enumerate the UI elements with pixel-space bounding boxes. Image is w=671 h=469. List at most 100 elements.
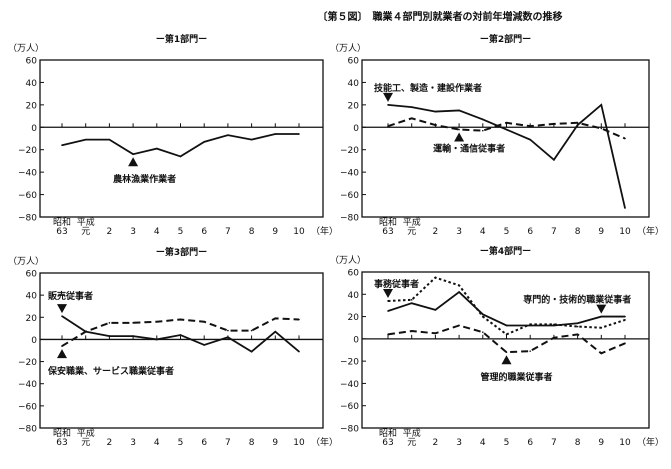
y-tick-label: −40: [18, 380, 37, 390]
data-point: [203, 344, 205, 346]
data-point: [505, 351, 508, 354]
data-point: [387, 310, 389, 312]
data-point: [624, 207, 626, 209]
data-point: [227, 134, 229, 136]
x-tick-label: 9: [272, 227, 278, 237]
y-tick-label: 40: [26, 292, 38, 302]
data-point: [410, 117, 413, 120]
data-point: [600, 104, 603, 106]
y-tick-label: −20: [18, 146, 37, 156]
data-point: [274, 317, 277, 320]
y-tick-label: 60: [26, 270, 38, 280]
x-tick-label: 10: [619, 438, 631, 448]
x-unit-label: （年）: [637, 436, 664, 448]
y-tick-label: −80: [340, 214, 359, 224]
marker-triangle-icon: [128, 157, 139, 167]
marker-triangle-icon: [454, 132, 465, 142]
data-point: [108, 138, 111, 141]
x-tick-label: 7: [551, 227, 557, 237]
data-point: [274, 330, 277, 333]
data-point: [179, 318, 182, 321]
data-point: [482, 118, 484, 121]
series-line: [61, 315, 300, 353]
data-point: [434, 124, 437, 126]
panel-title: ー第2部門ー: [480, 33, 531, 45]
data-point: [61, 345, 63, 347]
data-point: [434, 110, 437, 113]
x-tick-label: 4: [154, 227, 160, 237]
data-point: [529, 350, 531, 352]
data-point: [482, 129, 484, 132]
series-label: 技能工、製造・建設作業者: [374, 82, 482, 94]
x-tick-label: 7: [225, 438, 231, 448]
y-tick-label: 60: [26, 57, 38, 67]
data-point: [108, 335, 111, 337]
data-point: [227, 336, 229, 339]
panel-title: ー第1部門ー: [156, 33, 207, 45]
y-tick-label: −60: [18, 191, 37, 201]
x-tick-label: 4: [480, 438, 486, 448]
data-point: [250, 350, 253, 353]
x-tick-label: 63: [56, 438, 67, 448]
y-unit-label: （万人）: [8, 43, 44, 54]
era-label-showa: 昭和: [53, 428, 71, 439]
marker-triangle-icon: [501, 355, 512, 365]
data-point: [410, 299, 413, 301]
series-line: [387, 103, 626, 209]
data-point: [84, 138, 87, 141]
x-tick-label: 10: [619, 227, 631, 237]
data-point: [529, 125, 531, 127]
x-tick-label: 7: [225, 227, 231, 237]
series-label: 管理的職業従事者: [480, 371, 552, 383]
y-tick-label: 60: [348, 269, 360, 279]
data-point: [505, 324, 508, 327]
x-tick-label: 3: [456, 227, 462, 237]
data-point: [624, 319, 626, 321]
data-point: [132, 153, 134, 155]
x-tick-label: 2: [107, 227, 113, 237]
x-tick-label: 6: [201, 227, 207, 237]
data-point: [179, 334, 182, 336]
data-point: [600, 326, 603, 329]
data-point: [203, 141, 205, 143]
data-point: [505, 333, 508, 336]
marker-triangle-icon: [57, 349, 67, 359]
y-tick-label: 20: [26, 101, 38, 111]
y-tick-label: 20: [348, 313, 360, 323]
x-unit-label: （年）: [311, 436, 338, 448]
data-point: [203, 320, 205, 323]
era-label-showa: 昭和: [379, 217, 397, 228]
x-unit-label: （年）: [311, 225, 338, 237]
x-tick-label: 元: [81, 227, 90, 237]
data-point: [576, 322, 579, 325]
x-tick-label: 10: [293, 438, 305, 448]
data-point: [482, 331, 484, 333]
x-tick-label: 63: [382, 438, 393, 448]
data-point: [227, 329, 229, 332]
x-tick-label: 63: [382, 227, 393, 237]
y-tick-label: −80: [18, 214, 37, 224]
x-tick-label: 元: [407, 227, 416, 237]
data-point: [434, 309, 437, 311]
x-tick-label: 9: [598, 438, 604, 448]
panel-2: ー第2部門ー （万人） 60 40 20 0 −20 −40 −60 −80 63 元 2 3 4 5 6 7 8 9…: [330, 33, 664, 237]
x-tick-label: 5: [178, 438, 184, 448]
x-unit-label: （年）: [637, 225, 664, 237]
data-point: [553, 123, 555, 125]
data-point: [458, 324, 460, 327]
plot-frame: [39, 272, 324, 429]
series-label: 運輸・通信従事者: [433, 143, 505, 155]
y-tick-label: 20: [348, 101, 360, 111]
x-tick-label: 9: [598, 227, 604, 237]
data-point: [458, 128, 460, 131]
figure-title: 〔第５図〕 職業４部門別就業者の対前年増減数の推移: [318, 10, 563, 23]
data-point: [387, 300, 389, 302]
panel-4: ー第4部門ー （万人） 60 40 20 0 −20 −40 −60 −80 63 元 2 3 4 5 6 7 8 9…: [330, 245, 664, 448]
data-point: [505, 128, 508, 131]
y-tick-label: 0: [31, 336, 37, 346]
y-tick-label: −80: [340, 425, 359, 435]
series-label: 保安職業、サービス職業従事者: [47, 365, 174, 377]
data-point: [553, 336, 555, 339]
x-tick-label: 5: [178, 227, 184, 237]
